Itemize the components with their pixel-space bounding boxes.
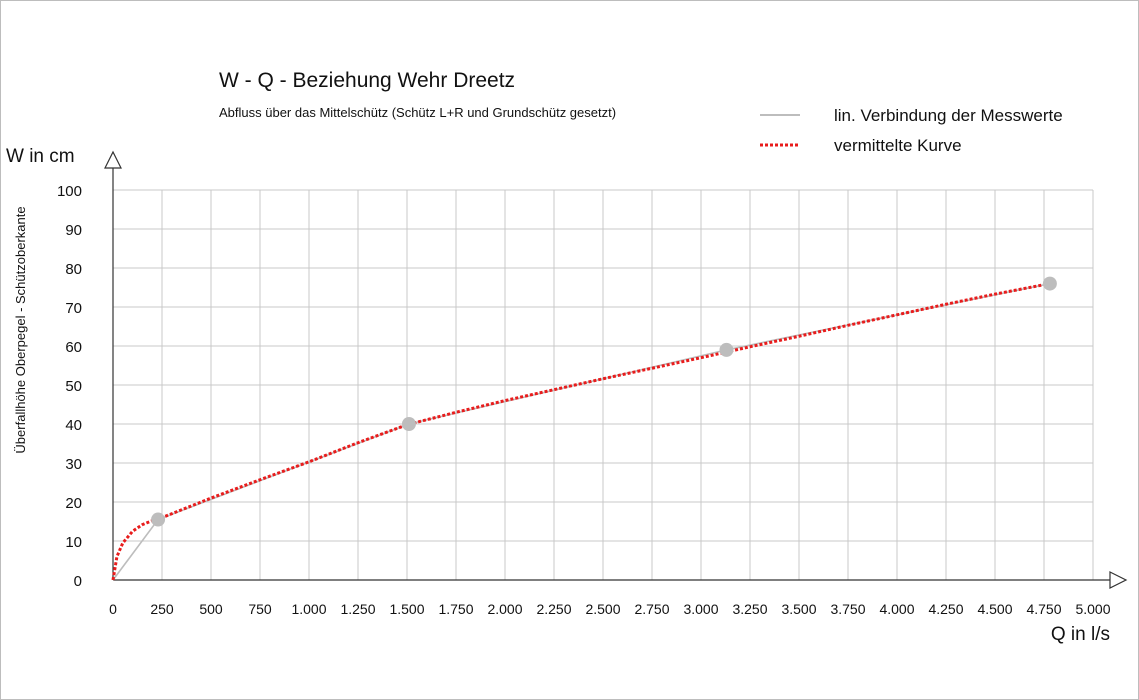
x-tick-label: 0 — [109, 601, 117, 617]
x-tick-label: 250 — [150, 601, 174, 617]
y-tick-label: 40 — [65, 417, 82, 434]
x-tick-label: 750 — [248, 601, 272, 617]
x-tick-label: 2.750 — [634, 601, 669, 617]
x-tick-label: 1.250 — [340, 601, 375, 617]
x-tick-label: 3.750 — [830, 601, 865, 617]
data-point-marker — [719, 342, 734, 357]
x-tick-label: 3.500 — [781, 601, 816, 617]
legend: lin. Verbindung der Messwerte vermittelt… — [760, 106, 1063, 155]
x-tick-label: 5.000 — [1075, 601, 1110, 617]
legend-label-curve: vermittelte Kurve — [834, 136, 962, 155]
x-tick-label: 3.000 — [683, 601, 718, 617]
x-tick-label: 2.000 — [487, 601, 522, 617]
x-axis-title: Q in l/s — [1051, 624, 1110, 645]
y-axis-title: W in cm — [6, 146, 75, 167]
y-tick-label: 50 — [65, 378, 82, 395]
series-line-curve — [111, 282, 1051, 581]
y-tick-label: 70 — [65, 300, 82, 317]
x-tick-label: 3.250 — [732, 601, 767, 617]
x-tick-label: 2.500 — [585, 601, 620, 617]
axes: 0 10 20 30 40 50 60 70 80 90 100 0 250 500 750 1.000 1.2… — [57, 150, 1128, 617]
data-point-marker — [1042, 276, 1057, 291]
y-tick-label: 80 — [65, 261, 82, 278]
x-tick-label: 1.750 — [438, 601, 473, 617]
y-tick-label: 20 — [65, 495, 82, 512]
x-axis-arrow — [1109, 571, 1128, 589]
grid — [113, 189, 1094, 580]
x-tick-label: 1.000 — [291, 601, 326, 617]
series-line-measured — [112, 282, 1051, 581]
x-tick-label: 4.250 — [928, 601, 963, 617]
x-tick-label: 2.250 — [536, 601, 571, 617]
y-tick-label: 60 — [65, 339, 82, 356]
y-tick-label: 100 — [57, 183, 82, 200]
x-tick-label: 4.750 — [1026, 601, 1061, 617]
y-axis-side-label: Überfallhöhe Oberpegel - Schützoberkante — [13, 206, 28, 453]
y-tick-label: 0 — [74, 573, 82, 590]
x-tick-label: 4.500 — [977, 601, 1012, 617]
y-axis-arrow — [104, 150, 122, 169]
x-tick-label: 4.000 — [879, 601, 914, 617]
x-tick-label: 1.500 — [389, 601, 424, 617]
series-layer — [111, 276, 1057, 581]
y-tick-label: 30 — [65, 456, 82, 473]
y-tick-label: 10 — [65, 534, 82, 551]
data-point-marker — [151, 512, 166, 527]
labels: W - Q - Beziehung Wehr Dreetz Abfluss üb… — [6, 69, 1110, 645]
x-tick-label: 500 — [199, 601, 223, 617]
y-tick-label: 90 — [65, 222, 82, 239]
legend-label-measured: lin. Verbindung der Messwerte — [834, 106, 1063, 125]
chart-title: W - Q - Beziehung Wehr Dreetz — [219, 69, 515, 92]
chart-subtitle: Abfluss über das Mittelschütz (Schütz L+… — [219, 105, 616, 120]
data-point-marker — [401, 417, 416, 431]
